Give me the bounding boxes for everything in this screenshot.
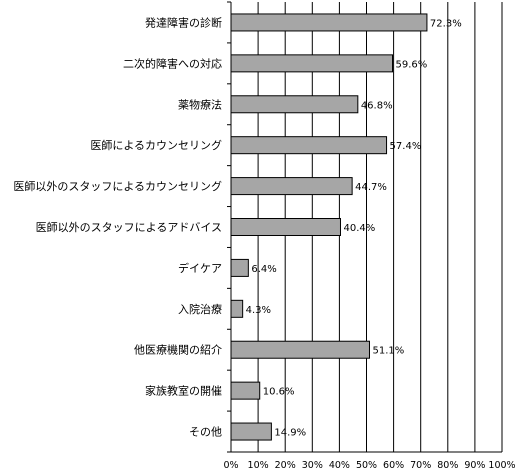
value-label: 40.4%: [343, 223, 375, 234]
bar: [230, 218, 341, 236]
value-label: 46.8%: [361, 100, 393, 111]
bar: [230, 340, 370, 359]
category-label: 入院治療: [178, 302, 222, 316]
bar: [230, 95, 359, 114]
value-label: 6.4%: [251, 264, 276, 275]
category-label: 医師によるカウンセリング: [90, 138, 222, 152]
category-label: 薬物療法: [178, 97, 222, 111]
x-tick-label: 60%: [383, 460, 404, 471]
value-label: 4.3%: [246, 305, 271, 316]
category-label: 家族教室の開催: [145, 384, 222, 398]
x-tick-label: 70%: [410, 460, 431, 471]
value-label: 72.3%: [430, 18, 462, 29]
x-tick-label: 30%: [302, 460, 323, 471]
value-label: 14.9%: [274, 428, 306, 439]
category-label: 医師以外のスタッフによるアドバイス: [36, 221, 222, 234]
x-tick-label: 20%: [275, 460, 296, 471]
x-tick-label: 80%: [437, 460, 458, 471]
category-label: 他医療機関の紹介: [134, 343, 222, 357]
x-tick-label: 40%: [329, 460, 350, 471]
bar: [230, 136, 388, 155]
x-tick-label: 100%: [488, 460, 515, 471]
value-label: 10.6%: [263, 387, 295, 398]
value-label: 51.1%: [372, 346, 404, 357]
bar: [230, 299, 244, 318]
x-tick-label: 0%: [223, 460, 238, 471]
category-label: その他: [189, 426, 222, 439]
bar: [230, 177, 353, 196]
bar: [230, 258, 249, 277]
category-label: デイケア: [178, 261, 222, 275]
x-tick-label: 50%: [356, 460, 377, 471]
value-label: 59.6%: [396, 59, 428, 70]
bar: [230, 54, 394, 73]
category-label: 発達障害の診断: [145, 15, 222, 29]
category-label: 二次的障害への対応: [123, 56, 222, 70]
bar: [230, 381, 261, 400]
bar: [230, 422, 272, 441]
value-label: 57.4%: [390, 141, 422, 152]
x-tick-label: 90%: [464, 460, 485, 471]
x-tick-label: 10%: [248, 460, 269, 471]
bar: [230, 13, 428, 32]
category-label: 医師以外のスタッフによるカウンセリング: [13, 179, 222, 193]
value-label: 44.7%: [355, 182, 387, 193]
